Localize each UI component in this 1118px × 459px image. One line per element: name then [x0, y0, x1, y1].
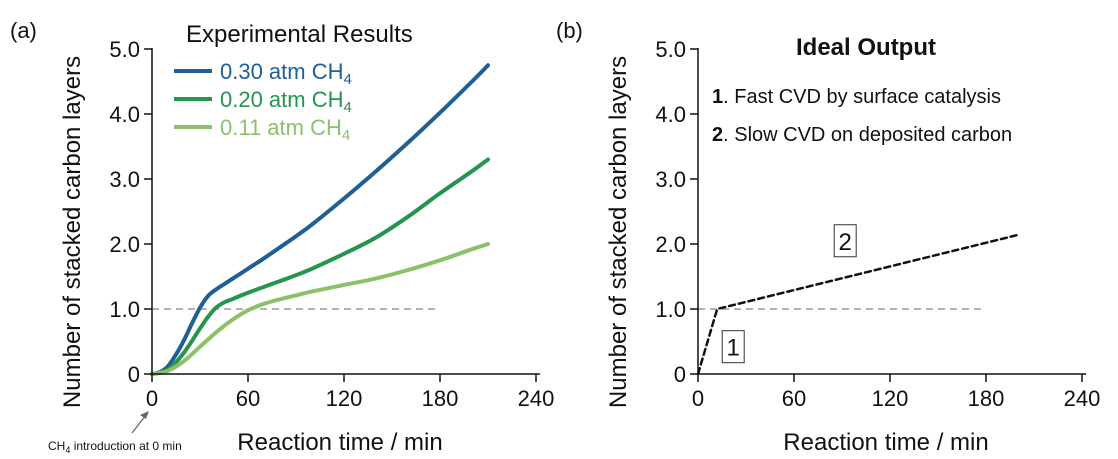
- note-1: 1. Fast CVD by surface catalysis: [712, 86, 1001, 108]
- panel-a-label: (a): [10, 18, 37, 43]
- series-line-2: [150, 242, 490, 376]
- x-tick-label: 240: [1064, 386, 1101, 411]
- x-tick-label: 240: [518, 386, 555, 411]
- panel-a-legend: 0.30 atm CH4 0.20 atm CH4 0.11 atm CH4: [174, 59, 352, 144]
- x-tick-label: 60: [782, 386, 806, 411]
- panel-b-x-axis-label: Reaction time / min: [783, 429, 988, 456]
- x-tick-label: 60: [236, 386, 260, 411]
- panel-b: (b) Ideal Output 1. Fast CVD by surface …: [556, 18, 1100, 456]
- x-tick-label: 180: [422, 386, 459, 411]
- panel-b-y-axis-label: Number of stacked carbon layers: [605, 56, 632, 408]
- annotation-text: CH4 introduction at 0 min: [48, 439, 182, 455]
- panel-a-x-axis-label: Reaction time / min: [237, 429, 442, 456]
- y-tick-label: 1.0: [655, 297, 686, 322]
- panel-a-title: Experimental Results: [186, 21, 413, 48]
- panel-a-y-axis-label: Number of stacked carbon layers: [59, 56, 86, 408]
- panel-b-segment-labels: 12: [721, 224, 857, 364]
- y-tick-label: 0: [674, 362, 686, 387]
- annotation-arrow: [131, 414, 147, 434]
- y-tick-label: 5.0: [109, 37, 140, 62]
- y-tick-label: 4.0: [655, 102, 686, 127]
- x-tick-label: 0: [146, 386, 158, 411]
- x-tick-label: 180: [968, 386, 1005, 411]
- segment-label-text: 1: [727, 335, 740, 362]
- segment-label-text: 2: [839, 229, 852, 256]
- y-tick-label: 1.0: [109, 297, 140, 322]
- panel-b-series: [696, 233, 1020, 376]
- segment-label-2: 2: [833, 224, 857, 258]
- panel-b-x-ticks: 0 60 120 180 240: [692, 374, 1100, 411]
- y-tick-label: 3.0: [109, 167, 140, 192]
- segment-label-box: [833, 224, 857, 258]
- y-tick-label: 5.0: [655, 37, 686, 62]
- legend-entry-020: 0.20 atm CH4: [174, 87, 352, 116]
- ideal-output-line: [696, 233, 1020, 376]
- y-tick-label: 0: [128, 362, 140, 387]
- panel-b-y-ticks: 0 1.0 2.0 3.0 4.0 5.0: [655, 37, 698, 387]
- panel-b-title: Ideal Output: [796, 34, 936, 61]
- y-tick-label: 2.0: [655, 232, 686, 257]
- panel-b-label: (b): [556, 18, 583, 43]
- segment-label-1: 1: [721, 330, 745, 364]
- y-tick-label: 4.0: [109, 102, 140, 127]
- legend-label-011: 0.11 atm CH4: [220, 115, 350, 144]
- x-tick-label: 120: [872, 386, 909, 411]
- legend-label-020: 0.20 atm CH4: [220, 87, 352, 116]
- series-line-1: [150, 157, 490, 376]
- note-2: 2. Slow CVD on deposited carbon: [712, 124, 1012, 146]
- x-tick-label: 0: [692, 386, 704, 411]
- legend-label-030: 0.30 atm CH4: [220, 59, 352, 88]
- panel-a: (a) Experimental Results 0 1.0 2.0 3.0 4.0 5.…: [10, 18, 554, 456]
- y-tick-label: 2.0: [109, 232, 140, 257]
- panel-a-y-ticks: 0 1.0 2.0 3.0 4.0 5.0: [109, 37, 152, 387]
- ch4-introduction-annotation: CH4 introduction at 0 min: [48, 411, 182, 455]
- series-line-0: [150, 63, 490, 376]
- panel-a-x-ticks: 0 60 120 180 240: [146, 374, 554, 411]
- segment-label-box: [721, 330, 745, 364]
- x-tick-label: 120: [326, 386, 363, 411]
- y-tick-label: 3.0: [655, 167, 686, 192]
- panel-a-series: [150, 63, 490, 376]
- legend-entry-030: 0.30 atm CH4: [174, 59, 352, 88]
- annotation-arrowhead: [140, 411, 149, 419]
- legend-entry-011: 0.11 atm CH4: [174, 115, 350, 144]
